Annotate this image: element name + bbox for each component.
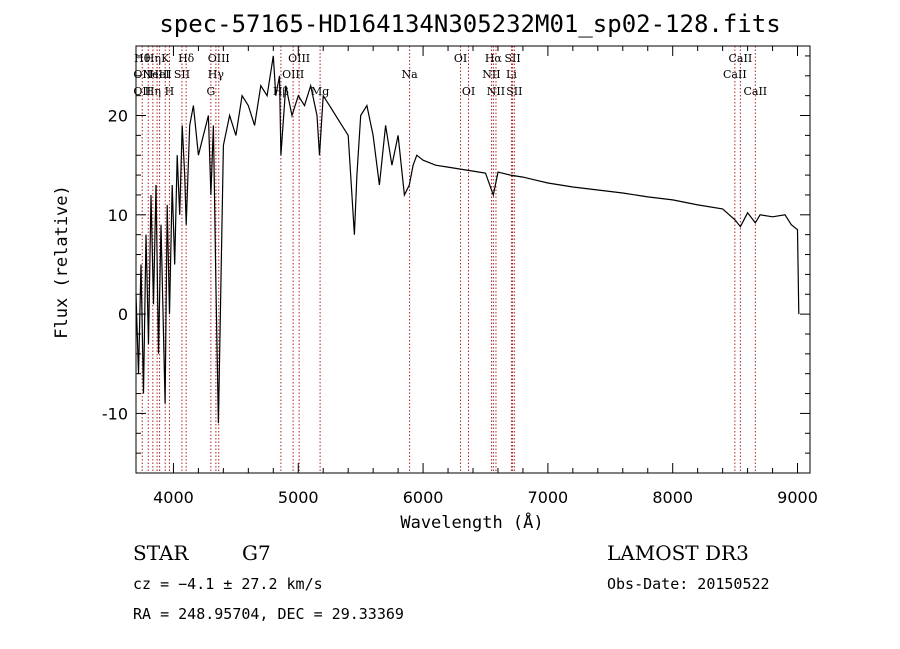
marker-label: Mg — [311, 85, 329, 98]
line-markers — [141, 46, 756, 473]
y-tick-label: 20 — [108, 107, 128, 126]
marker-label: SII — [504, 52, 520, 65]
marker-label: OI — [462, 85, 475, 98]
marker-label: CaII — [743, 85, 767, 98]
y-tick-label: 10 — [108, 206, 128, 225]
axis-ticks — [136, 46, 810, 473]
marker-label: SII — [174, 68, 190, 81]
marker-label: Hη — [145, 52, 161, 65]
marker-label: OI — [454, 52, 467, 65]
marker-label: H — [165, 85, 175, 98]
marker-label: K — [161, 52, 170, 65]
marker-label: OIII — [208, 52, 230, 65]
marker-label: OIII — [282, 68, 304, 81]
axis-tick-labels: 4000 5000 6000 7000 8000 9000 -10 0 10 20 — [102, 107, 818, 507]
marker-label: G — [206, 85, 215, 98]
marker-label: OIII — [288, 52, 310, 65]
survey-name: LAMOST DR3 — [607, 541, 749, 565]
coords-text: RA = 248.95704, DEC = 29.33369 — [133, 605, 404, 623]
x-tick-label: 6000 — [403, 488, 444, 507]
object-class: STAR — [133, 541, 189, 565]
plot-frame — [135, 45, 811, 474]
x-tick-label: 4000 — [153, 488, 194, 507]
line-marker-labels: HθOIIOIIHηHηNeIIIHeIKHSIIHδGHγOIIIHβOIII… — [133, 52, 767, 98]
x-tick-label: 7000 — [528, 488, 569, 507]
x-tick-label: 8000 — [652, 488, 693, 507]
marker-label: NII — [482, 68, 500, 81]
marker-label: Hδ — [178, 52, 195, 65]
marker-label: Hθ — [134, 52, 151, 65]
marker-label: OII — [133, 85, 151, 98]
marker-label: Hη — [145, 85, 161, 98]
marker-label: OII — [133, 68, 151, 81]
marker-label: Hγ — [208, 68, 225, 81]
object-subclass: G7 — [242, 541, 271, 565]
marker-label: Hα — [485, 52, 503, 65]
obs-date-text: Obs-Date: 20150522 — [607, 575, 770, 593]
marker-label: CaII — [723, 68, 747, 81]
y-tick-label: -10 — [102, 404, 128, 423]
y-axis-label: Flux (relative) — [52, 185, 72, 339]
marker-label: Na — [402, 68, 419, 81]
marker-label: CaII — [729, 52, 753, 65]
x-axis-label: Wavelength (Å) — [400, 511, 543, 533]
x-tick-label: 5000 — [278, 488, 319, 507]
redshift-text: cz = −4.1 ± 27.2 km/s — [133, 575, 323, 593]
chart-title: spec-57165-HD164134N305232M01_sp02-128.f… — [159, 10, 780, 38]
spectrum-line — [135, 55, 800, 424]
marker-label: NeIII — [143, 68, 172, 81]
marker-label: NII — [487, 85, 505, 98]
y-tick-label: 0 — [118, 305, 128, 324]
x-tick-label: 9000 — [777, 488, 818, 507]
marker-label: SII — [506, 85, 522, 98]
marker-label: HeI — [149, 68, 169, 81]
marker-label: Li — [506, 68, 517, 81]
